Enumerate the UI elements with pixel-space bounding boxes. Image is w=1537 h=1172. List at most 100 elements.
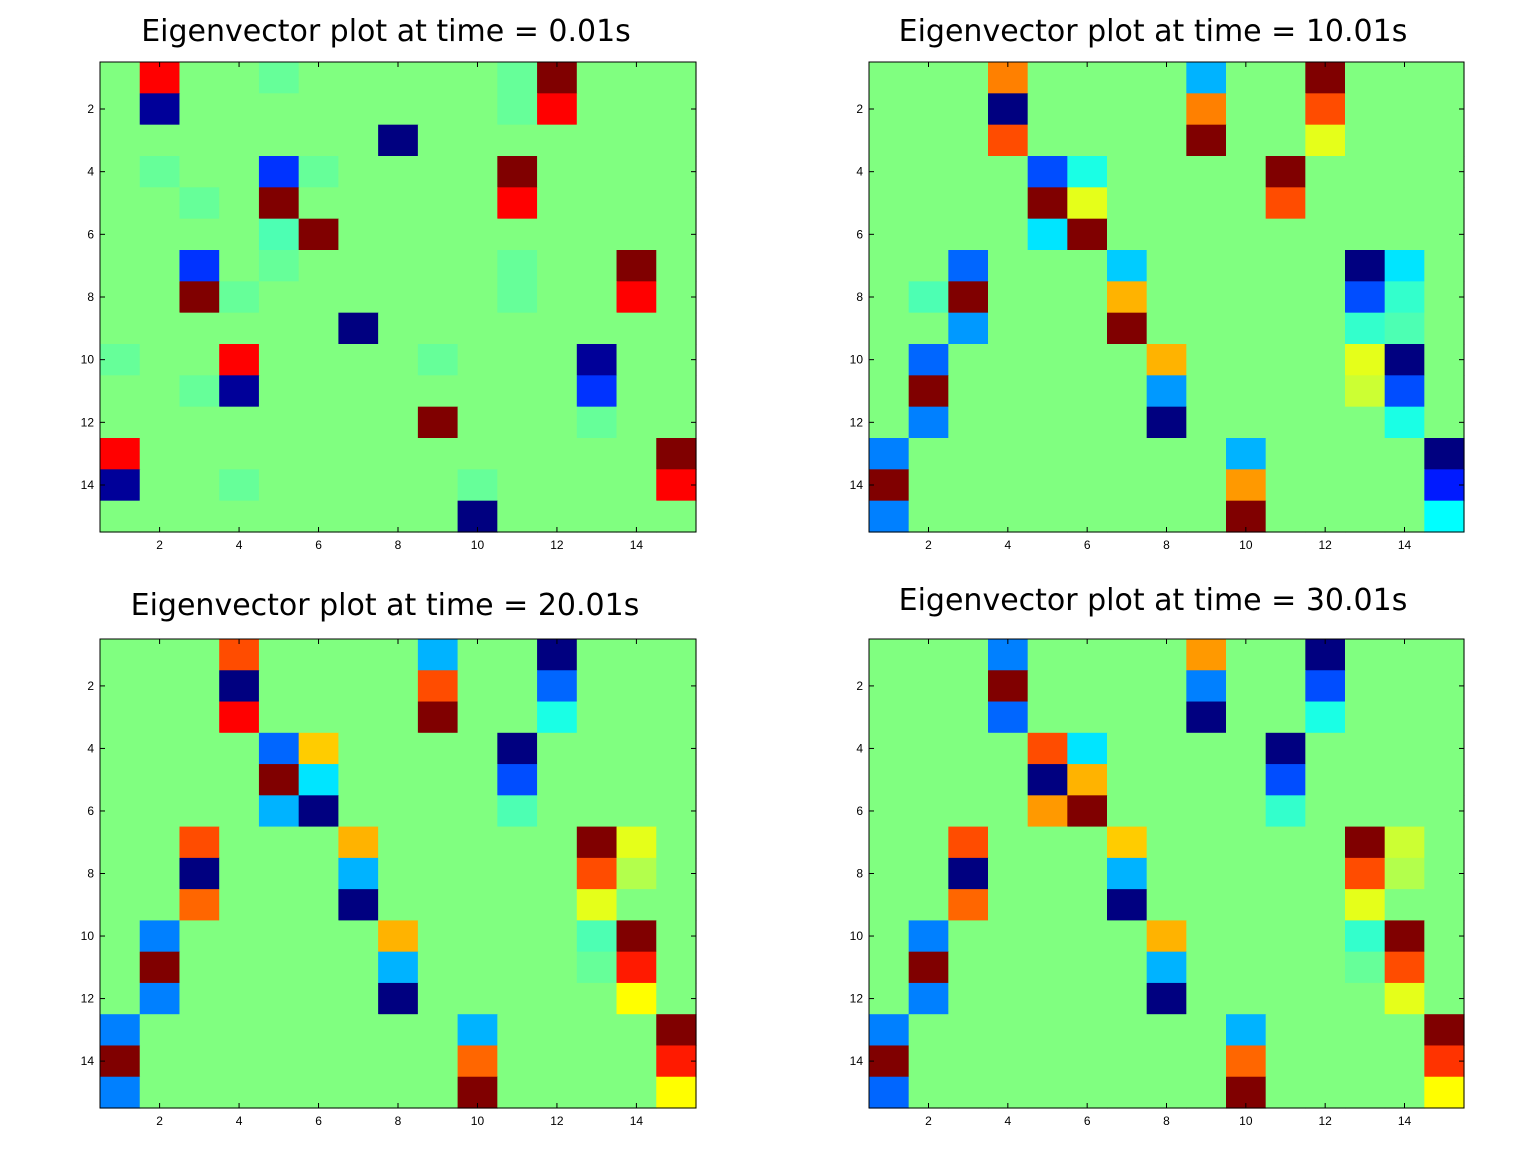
heatmap-cell: [1107, 344, 1148, 376]
y-tick-label: 12: [81, 992, 95, 1006]
heatmap-cell: [1186, 1045, 1227, 1078]
heatmap-cell: [1345, 93, 1386, 126]
heatmap-cell: [219, 764, 260, 796]
heatmap-cell: [948, 857, 989, 890]
heatmap-cell: [1027, 920, 1068, 953]
heatmap-cell: [298, 701, 339, 734]
heatmap-cell: [338, 639, 379, 671]
heatmap-cell: [457, 438, 498, 470]
heatmap-cell: [1226, 218, 1267, 251]
heatmap-cell: [908, 250, 949, 282]
heatmap-cell: [1186, 250, 1227, 282]
heatmap-cell: [417, 187, 459, 220]
heatmap-cell: [1384, 701, 1425, 734]
heatmap-cell: [378, 218, 419, 251]
heatmap-cell: [1345, 982, 1386, 1015]
heatmap-cell: [616, 344, 657, 376]
heatmap-cell: [100, 982, 141, 1015]
y-tick-label: 4: [856, 741, 863, 755]
x-tick-label: 2: [156, 538, 163, 552]
heatmap-cell: [219, 438, 260, 470]
heatmap-cell: [1027, 281, 1068, 314]
heatmap-cell: [497, 156, 538, 188]
heatmap-cell: [497, 469, 538, 502]
heatmap-cell: [616, 375, 657, 408]
heatmap-cell: [988, 156, 1029, 188]
heatmap-cell: [179, 826, 220, 859]
heatmap-cell: [1265, 639, 1306, 671]
heatmap-cell: [219, 344, 260, 376]
chart-title: Eigenvector plot at time = 0.01s: [141, 14, 631, 49]
heatmap-cell: [616, 281, 657, 314]
heatmap-cell: [948, 62, 989, 94]
heatmap-cell: [1265, 1045, 1306, 1078]
heatmap-cell: [1067, 438, 1108, 470]
heatmap-cell: [179, 250, 220, 282]
heatmap-cell: [1384, 857, 1425, 890]
heatmap-cell: [948, 1014, 989, 1047]
heatmap-cell: [1226, 639, 1267, 671]
heatmap-cell: [1226, 93, 1267, 126]
heatmap-cell: [219, 857, 260, 890]
heatmap-cell: [537, 187, 578, 220]
heatmap-cell: [139, 1045, 181, 1078]
heatmap-cell: [576, 795, 618, 828]
heatmap-cell: [1226, 187, 1267, 220]
heatmap-cell: [338, 93, 379, 126]
heatmap-cell: [139, 857, 181, 890]
heatmap-cell: [1424, 670, 1465, 703]
heatmap-cell: [1107, 469, 1148, 502]
heatmap-cell: [1186, 312, 1227, 345]
heatmap-cell: [656, 982, 697, 1015]
heatmap-cell: [417, 1076, 459, 1109]
heatmap-cell: [869, 312, 910, 345]
heatmap-cell: [338, 156, 379, 188]
heatmap-cell: [338, 732, 379, 765]
heatmap-cell: [100, 795, 141, 828]
heatmap-cell: [656, 500, 697, 533]
heatmap-cell: [656, 951, 697, 984]
heatmap-cell: [1027, 889, 1068, 921]
heatmap-cell: [338, 62, 379, 94]
heatmap-cell: [497, 1014, 538, 1047]
heatmap-cell: [139, 764, 181, 796]
heatmap-cell: [616, 982, 657, 1015]
heatmap-cell: [1265, 93, 1306, 126]
heatmap-cell: [139, 795, 181, 828]
heatmap-cell: [1265, 889, 1306, 921]
heatmap-cell: [139, 93, 181, 126]
heatmap-cell: [576, 500, 618, 533]
heatmap-cell: [179, 857, 220, 890]
heatmap-cell: [988, 218, 1029, 251]
heatmap-cell: [576, 62, 618, 94]
heatmap-cell: [869, 375, 910, 408]
heatmap-cell: [179, 469, 220, 502]
heatmap-cell: [1424, 187, 1465, 220]
heatmap-cell: [417, 732, 459, 765]
heatmap-cell: [1027, 795, 1068, 828]
heatmap-cell: [1424, 1045, 1465, 1078]
heatmap-cell: [988, 920, 1029, 953]
heatmap-cell: [656, 250, 697, 282]
heatmap-cell: [139, 375, 181, 408]
heatmap-cell: [100, 187, 141, 220]
heatmap-cell: [576, 701, 618, 734]
heatmap-cell: [1067, 469, 1108, 502]
heatmap-cell: [1424, 982, 1465, 1015]
heatmap-cell: [1146, 795, 1187, 828]
heatmap-cell: [417, 920, 459, 953]
y-tick-label: 14: [81, 1054, 95, 1068]
heatmap-cell: [1226, 1014, 1267, 1047]
heatmap-cell: [1265, 312, 1306, 345]
heatmap-cell: [219, 124, 260, 157]
y-tick-label: 8: [856, 290, 863, 304]
heatmap-cell: [656, 218, 697, 251]
heatmap-cell: [1226, 764, 1267, 796]
heatmap-cell: [1345, 438, 1386, 470]
heatmap-cell: [1146, 826, 1187, 859]
heatmap-cell: [1146, 156, 1187, 188]
heatmap-cell: [869, 732, 910, 765]
heatmap-cell: [1186, 826, 1227, 859]
heatmap-cell: [537, 438, 578, 470]
heatmap-cell: [1027, 951, 1068, 984]
